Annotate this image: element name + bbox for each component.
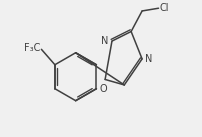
Text: N: N [145, 54, 152, 64]
Text: O: O [100, 84, 107, 94]
Text: F₃C: F₃C [24, 43, 40, 53]
Text: N: N [101, 36, 108, 46]
Text: Cl: Cl [160, 3, 169, 12]
